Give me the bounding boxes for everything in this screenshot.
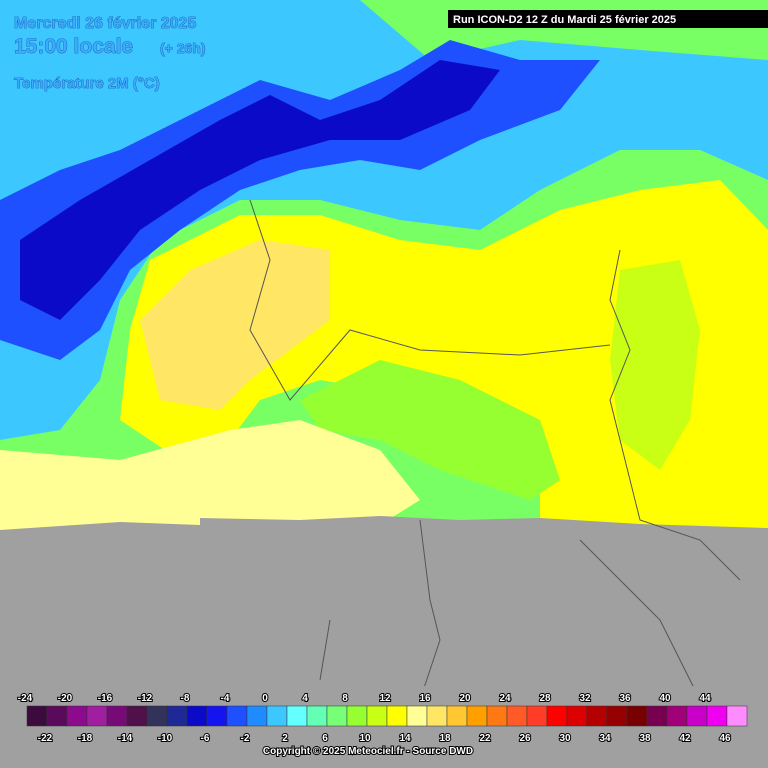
legend-swatch xyxy=(226,705,248,727)
legend-label: 34 xyxy=(599,733,611,744)
legend-swatch xyxy=(346,705,368,727)
legend-swatch xyxy=(26,705,48,727)
legend-swatch xyxy=(266,705,288,727)
legend-label: 20 xyxy=(459,693,471,704)
legend-label: 46 xyxy=(719,733,731,744)
legend-label: -14 xyxy=(118,733,133,744)
legend-label: 22 xyxy=(479,733,491,744)
legend-label: -24 xyxy=(18,693,33,704)
legend-label: 32 xyxy=(579,693,591,704)
legend-label: 6 xyxy=(322,733,328,744)
legend-label: -12 xyxy=(138,693,153,704)
legend-label: -22 xyxy=(38,733,53,744)
legend-label: 8 xyxy=(342,693,348,704)
legend-label: -10 xyxy=(158,733,173,744)
legend-swatch xyxy=(666,705,688,727)
legend-swatch xyxy=(426,705,448,727)
legend-swatch xyxy=(366,705,388,727)
date: Mercredi 26 février 2025 xyxy=(14,15,196,32)
copyright: Copyright © 2025 Meteociel.fr - Source D… xyxy=(263,746,473,757)
legend: -24-22-20-18-16-14-12-10-8-6-4-202468101… xyxy=(17,692,748,745)
legend-swatch xyxy=(66,705,88,727)
legend-label: 18 xyxy=(439,733,451,744)
legend-swatch xyxy=(706,705,728,727)
legend-swatch xyxy=(46,705,68,727)
legend-swatch xyxy=(686,705,708,727)
legend-swatch xyxy=(506,705,528,727)
legend-label: 38 xyxy=(639,733,651,744)
legend-swatch xyxy=(386,705,408,727)
legend-label: -18 xyxy=(78,733,93,744)
legend-label: 30 xyxy=(559,733,571,744)
alps-peaks xyxy=(20,60,500,320)
legend-swatch xyxy=(526,705,548,727)
legend-label: 14 xyxy=(399,733,411,744)
legend-label: 26 xyxy=(519,733,531,744)
legend-label: -2 xyxy=(241,733,250,744)
legend-panel xyxy=(0,686,768,768)
legend-swatch xyxy=(106,705,128,727)
legend-swatch xyxy=(146,705,168,727)
legend-label: 10 xyxy=(359,733,371,744)
legend-label: 36 xyxy=(619,693,631,704)
legend-swatch xyxy=(166,705,188,727)
legend-label: 12 xyxy=(379,693,391,704)
cold-zone xyxy=(0,0,768,440)
legend-label: 28 xyxy=(539,693,551,704)
legend-swatch xyxy=(126,705,148,727)
alps-snow xyxy=(0,40,600,360)
legend-swatch xyxy=(586,705,608,727)
legend-label: 24 xyxy=(499,693,511,704)
borders xyxy=(249,199,741,701)
legend-swatch xyxy=(186,705,208,727)
legend-label: 16 xyxy=(419,693,431,704)
legend-swatch xyxy=(446,705,468,727)
time: 15:00 locale xyxy=(14,35,133,58)
lead-time: (+ 26h) xyxy=(160,40,206,56)
legend-swatch xyxy=(286,705,308,727)
legend-swatch xyxy=(486,705,508,727)
legend-swatch xyxy=(726,705,748,727)
legend-label: -4 xyxy=(221,693,230,704)
legend-label: -16 xyxy=(98,693,113,704)
legend-swatch xyxy=(326,705,348,727)
legend-swatch xyxy=(606,705,628,727)
legend-swatch xyxy=(466,705,488,727)
legend-label: -20 xyxy=(58,693,73,704)
legend-swatch xyxy=(566,705,588,727)
legend-label: -6 xyxy=(201,733,210,744)
legend-label: 2 xyxy=(282,733,288,744)
legend-swatch xyxy=(626,705,648,727)
warm-plain xyxy=(140,240,330,410)
run-box xyxy=(448,10,768,28)
run-info: Run ICON-D2 12 Z du Mardi 25 février 202… xyxy=(453,14,676,26)
apennines xyxy=(300,360,560,500)
legend-swatch xyxy=(546,705,568,727)
legend-label: 42 xyxy=(679,733,691,744)
legend-label: 0 xyxy=(262,693,268,704)
legend-swatch xyxy=(406,705,428,727)
legend-swatch xyxy=(86,705,108,727)
adriatic xyxy=(610,260,700,470)
legend-swatch xyxy=(246,705,268,727)
legend-label: 44 xyxy=(699,693,711,704)
legend-swatch xyxy=(206,705,228,727)
legend-label: 40 xyxy=(659,693,671,704)
parameter: Température 2M (°C) xyxy=(14,75,160,92)
legend-swatch xyxy=(306,705,328,727)
ligurian-coast xyxy=(0,420,420,530)
legend-label: 4 xyxy=(302,693,308,704)
legend-label: -8 xyxy=(181,693,190,704)
legend-swatch xyxy=(646,705,668,727)
